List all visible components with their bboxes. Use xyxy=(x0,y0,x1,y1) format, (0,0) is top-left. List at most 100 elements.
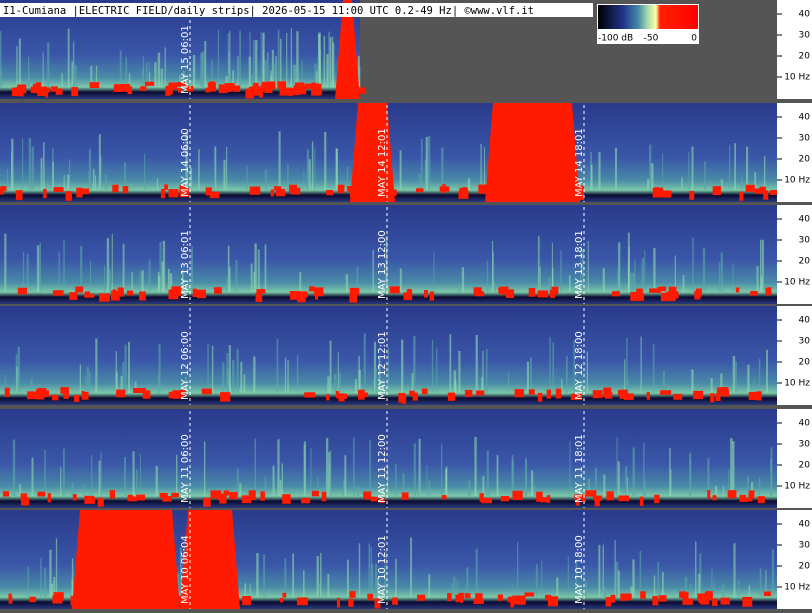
spectrogram-streak xyxy=(619,243,621,292)
strip: 40 30 20 10 Hz MAY 13 06:01 MAY 13 12:00 MAY 1… xyxy=(0,205,812,304)
spectrogram-streak xyxy=(245,484,247,496)
spectrogram-red xyxy=(673,393,683,400)
spectrogram-streak xyxy=(771,549,774,597)
spectrogram-red xyxy=(65,191,72,201)
spectrogram-streak xyxy=(418,480,421,496)
spectrogram-red xyxy=(142,390,151,399)
spectrogram-red xyxy=(209,191,220,199)
spectrogram-red xyxy=(335,390,339,399)
spectrogram-streak xyxy=(260,32,262,87)
spectrogram-streak xyxy=(28,138,32,190)
spectrogram-streak xyxy=(481,376,484,393)
spectrogram-streak xyxy=(418,173,421,190)
spectrogram-streak xyxy=(722,485,724,496)
spectrogram-red xyxy=(140,86,147,91)
spectrogram-red xyxy=(223,490,230,496)
spectrogram-streak xyxy=(139,453,141,496)
spectrogram-streak xyxy=(157,52,161,87)
spectrogram-red xyxy=(528,287,536,297)
spectrogram-red xyxy=(0,187,4,195)
frequency-label: 40 xyxy=(799,419,811,429)
spectrogram-streak xyxy=(482,351,484,393)
spectrogram-streak xyxy=(275,56,277,87)
spectrogram-streak xyxy=(63,239,65,292)
spectrogram-red xyxy=(35,392,45,400)
colorbar-label: -100 dB xyxy=(598,34,633,44)
spectrogram-red xyxy=(722,389,730,397)
spectrogram-streak xyxy=(644,250,646,292)
spectrogram-red xyxy=(475,291,485,297)
spectrogram-red xyxy=(245,88,255,99)
frequency-label: 30 xyxy=(799,337,811,347)
spectrogram-streak xyxy=(141,270,144,292)
spectrogram-streak xyxy=(704,161,706,190)
spectrogram-streak xyxy=(284,357,287,393)
spectrogram-streak xyxy=(371,563,374,597)
spectrogram-red xyxy=(144,81,155,86)
frequency-label: 40 xyxy=(799,316,811,326)
spectrogram-red xyxy=(652,187,664,198)
spectrogram-red xyxy=(51,394,59,401)
spectrogram-streak xyxy=(626,477,629,496)
spectrogram-red xyxy=(205,187,213,196)
frequency-label: 10 Hz xyxy=(784,379,810,389)
spectrogram-streak xyxy=(158,343,161,393)
spectrogram-red xyxy=(255,292,263,303)
spectrogram-red xyxy=(514,389,524,398)
spectrogram-red xyxy=(27,391,38,400)
spectrogram-red xyxy=(311,87,321,96)
spectrogram-red xyxy=(267,81,276,90)
spectrogram-red xyxy=(585,490,597,497)
spectrogram-streak xyxy=(292,553,295,597)
colorbar-label: -50 xyxy=(644,34,659,44)
spectrogram-red xyxy=(297,292,306,303)
spectrogram-streak xyxy=(738,580,740,597)
spectrogram-streak xyxy=(373,341,377,393)
spectrogram-burst xyxy=(485,103,580,202)
spectrogram-streak xyxy=(525,460,528,496)
spectrogram-streak xyxy=(467,178,471,190)
spectrogram-red xyxy=(84,293,95,298)
spectrogram-streak xyxy=(80,245,83,292)
spectrogram-streak xyxy=(69,159,71,190)
spectrogram-streak xyxy=(320,552,322,597)
spectrogram-red xyxy=(649,288,659,293)
spectrogram-streak xyxy=(746,475,749,496)
spectrogram-streak xyxy=(329,450,332,496)
spectrogram-streak xyxy=(639,550,642,597)
spectrogram-streak xyxy=(363,333,366,393)
spectrogram xyxy=(0,409,777,508)
spectrogram-streak xyxy=(715,485,718,496)
spectrogram-red xyxy=(290,187,301,195)
spectrogram-streak xyxy=(647,178,650,190)
spectrogram-red xyxy=(500,496,510,502)
spectrogram-red xyxy=(392,189,397,196)
spectrogram-streak xyxy=(402,473,405,496)
spectrogram-streak xyxy=(338,372,341,393)
spectrogram-streak xyxy=(377,577,379,597)
spectrogram-red xyxy=(37,86,47,96)
spectrogram-red xyxy=(168,82,178,90)
spectrogram-red xyxy=(623,393,634,400)
spectrogram-streak xyxy=(618,242,621,292)
frequency-label: 20 xyxy=(799,562,811,572)
spectrogram-streak xyxy=(124,162,127,190)
spectrogram-red xyxy=(605,597,612,607)
spectrogram-streak xyxy=(239,483,242,496)
spectrogram-streak xyxy=(329,340,332,393)
spectrogram-red xyxy=(619,389,628,399)
spectrogram-red xyxy=(417,594,426,601)
spectrogram-streak xyxy=(482,475,485,496)
spectrogram-streak xyxy=(67,28,70,88)
spectrogram-red xyxy=(481,497,493,504)
spectrogram-red xyxy=(459,187,468,197)
spectrogram-streak xyxy=(588,479,590,496)
spectrogram-streak xyxy=(384,564,386,597)
spectrogram-streak xyxy=(11,138,14,190)
spectrogram-streak xyxy=(517,542,519,597)
spectrogram-red xyxy=(232,85,241,92)
spectrogram-red xyxy=(8,593,12,600)
spectrogram-red xyxy=(116,389,126,398)
spectrogram-streak xyxy=(441,147,444,190)
spectrogram-streak xyxy=(158,373,160,393)
